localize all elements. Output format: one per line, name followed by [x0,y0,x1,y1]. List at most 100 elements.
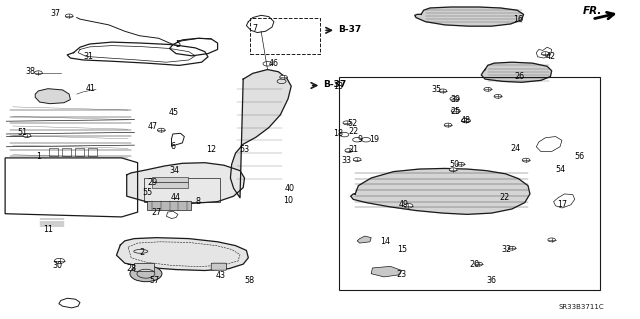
Text: 7: 7 [252,24,257,33]
Text: 26: 26 [515,72,525,81]
Text: 42: 42 [545,52,556,61]
Text: 14: 14 [380,237,390,246]
Bar [75,148,84,156]
Circle shape [451,109,460,113]
Circle shape [404,204,413,208]
Bar [88,148,97,156]
Polygon shape [481,62,552,82]
Circle shape [35,71,42,75]
Polygon shape [127,163,244,205]
Text: 44: 44 [171,193,181,202]
Text: 1: 1 [36,152,41,161]
Circle shape [522,158,530,162]
Bar [62,148,71,156]
Polygon shape [230,70,291,198]
Circle shape [353,158,361,161]
Text: 35: 35 [431,85,442,94]
Text: 13: 13 [333,82,343,91]
Circle shape [461,118,470,123]
Polygon shape [116,238,248,271]
Circle shape [508,246,516,250]
Text: 43: 43 [216,271,226,280]
Text: 56: 56 [574,152,584,161]
Polygon shape [415,7,524,26]
Bar [144,178,220,202]
Bar [250,18,320,54]
Bar [49,148,58,156]
Circle shape [449,168,457,172]
Text: 12: 12 [206,145,216,154]
Circle shape [541,52,549,56]
Text: 52: 52 [347,119,357,128]
Bar [134,263,154,271]
Polygon shape [357,236,371,243]
Text: B-37: B-37 [338,25,361,34]
Text: 58: 58 [244,276,255,285]
Text: 38: 38 [26,67,36,76]
Text: 6: 6 [170,142,175,151]
Circle shape [475,262,483,266]
Text: 57: 57 [150,276,160,285]
Circle shape [23,134,31,137]
Text: 41: 41 [86,84,96,93]
Polygon shape [35,89,70,104]
Text: 54: 54 [555,165,565,174]
Text: FR.: FR. [582,6,602,16]
Text: 50: 50 [449,160,460,169]
Text: 17: 17 [557,200,567,209]
Text: 8: 8 [196,197,201,206]
Circle shape [457,162,465,166]
Circle shape [280,75,287,79]
Text: 37: 37 [51,9,61,18]
Bar [339,77,600,290]
Circle shape [157,128,165,132]
Circle shape [130,266,162,282]
Text: 22: 22 [348,127,358,136]
FancyBboxPatch shape [211,263,227,270]
Text: 49: 49 [398,200,408,209]
Circle shape [343,121,351,125]
Text: 28: 28 [126,264,136,273]
Circle shape [444,123,452,127]
Text: SR33B3711C: SR33B3711C [558,304,604,310]
Text: 40: 40 [284,184,294,193]
Circle shape [54,258,65,263]
Text: 34: 34 [169,166,179,175]
Text: 15: 15 [397,245,407,254]
Circle shape [439,89,447,93]
Text: 2: 2 [140,248,145,256]
Text: 5: 5 [175,40,180,48]
Text: 16: 16 [513,15,524,24]
Text: 22: 22 [499,193,509,202]
Text: 53: 53 [239,145,250,154]
Text: 51: 51 [17,128,28,137]
Text: 55: 55 [142,189,152,197]
Text: 31: 31 [83,52,93,61]
Text: 45: 45 [169,108,179,117]
Text: 32: 32 [502,245,512,254]
Text: 36: 36 [486,276,497,285]
Circle shape [494,94,502,98]
Text: 20: 20 [470,260,480,269]
Text: 24: 24 [510,144,520,153]
Polygon shape [371,266,402,277]
Text: 23: 23 [397,271,407,279]
Text: 18: 18 [333,129,343,138]
Text: 48: 48 [461,116,471,125]
Text: 27: 27 [152,208,162,217]
Text: 21: 21 [348,145,358,154]
Text: 39: 39 [451,95,461,104]
Polygon shape [351,168,530,214]
Circle shape [345,149,353,152]
Circle shape [484,87,492,91]
Text: 19: 19 [369,135,380,144]
Text: 9: 9 [357,135,362,144]
Circle shape [548,238,556,242]
Text: 30: 30 [52,261,63,270]
Text: B-37: B-37 [323,80,346,89]
Circle shape [65,14,73,18]
Text: 11: 11 [43,225,53,234]
Text: 47: 47 [147,122,157,131]
Circle shape [450,97,459,101]
Bar [152,177,188,182]
